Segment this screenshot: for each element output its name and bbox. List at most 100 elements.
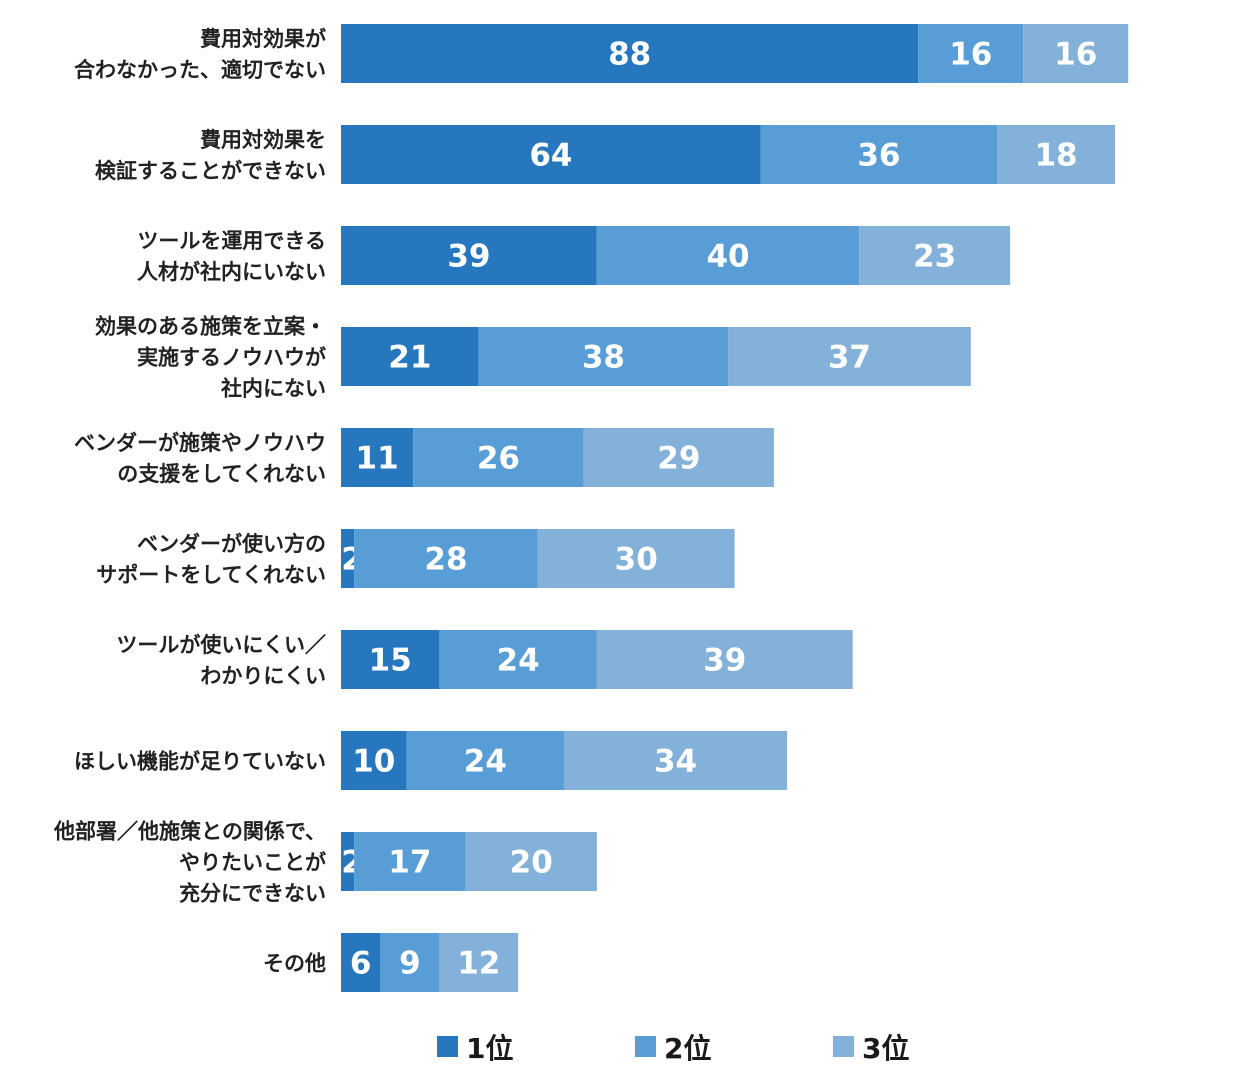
- bar-segment-rank-1: [341, 125, 761, 184]
- data-label: 20: [510, 845, 553, 881]
- bar-segment-rank-1: [341, 630, 440, 689]
- data-label: 26: [477, 441, 520, 477]
- legend-label: 1位: [466, 1032, 513, 1065]
- category-label-line: 合わなかった、適切でない: [74, 58, 326, 82]
- category-label-line: その他: [263, 952, 326, 976]
- data-label: 21: [388, 340, 431, 376]
- data-label: 38: [582, 340, 625, 376]
- legend: 1位 2位 3位: [437, 1032, 909, 1065]
- data-label: 17: [388, 845, 431, 881]
- data-label: 24: [497, 643, 540, 679]
- data-label: 10: [352, 744, 395, 780]
- category-label: ツールが使いにくい／ わかりにくい: [116, 633, 326, 688]
- bar-segment-rank-1: [341, 428, 414, 487]
- data-label: 24: [464, 744, 507, 780]
- legend-item: 1位: [437, 1032, 513, 1065]
- bar-segment-rank-3: [859, 226, 1011, 285]
- bar-segment-rank-2: [478, 327, 729, 386]
- bar-segment-rank-3: [583, 428, 774, 487]
- bar-segment-rank-1: [341, 327, 479, 386]
- bar-segment-rank-2: [760, 125, 997, 184]
- data-label: 16: [949, 37, 992, 73]
- legend-label: 2位: [664, 1032, 711, 1065]
- bar-segment-rank-2: [354, 832, 466, 891]
- data-label: 16: [1054, 37, 1097, 73]
- category-label-line: わかりにくい: [200, 664, 326, 688]
- category-label: 他部署／他施策との関係で、やりたいことが充分にできない: [53, 820, 326, 906]
- category-label-line: 他部署／他施策との関係で、: [53, 820, 326, 844]
- bar-segment-rank-3: [564, 731, 788, 790]
- data-label: 30: [615, 542, 658, 578]
- bar-segment-rank-3: [596, 630, 853, 689]
- bar-segment-rank-1: [341, 529, 355, 588]
- bar-segment-rank-3: [537, 529, 735, 588]
- category-labels-layer: 費用対効果が合わなかった、適切でない費用対効果を検証することができないツールを運…: [53, 27, 326, 976]
- bar-segment-rank-3: [439, 933, 519, 992]
- legend-swatch: [635, 1036, 656, 1057]
- category-label: ベンダーが施策やノウハウの支援をしてくれない: [74, 431, 326, 486]
- data-label: 40: [706, 239, 749, 275]
- data-label: 36: [857, 138, 900, 174]
- bar-segment-rank-1: [341, 226, 597, 285]
- bar-segment-rank-2: [413, 428, 584, 487]
- category-label-line: ほしい機能が足りていない: [74, 750, 326, 774]
- data-label: 12: [457, 946, 500, 982]
- category-label: 費用対効果が合わなかった、適切でない: [74, 27, 326, 82]
- category-label-line: 費用対効果が: [200, 27, 326, 51]
- bar-segment-rank-2: [596, 226, 860, 285]
- category-label-line: ツールを運用できる: [137, 229, 326, 253]
- category-label: ベンダーが使い方のサポートをしてくれない: [96, 532, 326, 587]
- category-label-line: サポートをしてくれない: [96, 563, 326, 587]
- data-label: 37: [828, 340, 871, 376]
- data-label: 29: [657, 441, 700, 477]
- category-label: ツールを運用できる人材が社内にいない: [137, 229, 326, 284]
- data-label: 18: [1034, 138, 1077, 174]
- bar-segment-rank-1: [341, 933, 381, 992]
- category-label: 効果のある施策を立案・実施するノウハウが社内にない: [95, 315, 326, 401]
- category-label-line: の支援をしてくれない: [117, 462, 326, 486]
- bar-segment-rank-3: [1023, 24, 1129, 83]
- category-label-line: ツールが使いにくい／: [116, 633, 326, 657]
- bar-segment-rank-2: [406, 731, 565, 790]
- bar-segment-rank-2: [439, 630, 597, 689]
- legend-label: 3位: [862, 1032, 909, 1065]
- category-label-line: ベンダーが施策やノウハウ: [74, 431, 326, 455]
- category-label-line: ベンダーが使い方の: [137, 532, 326, 556]
- category-label-line: 人材が社内にいない: [137, 260, 326, 284]
- bar-segment-rank-2: [354, 529, 538, 588]
- data-label: 39: [447, 239, 490, 275]
- category-label-line: 費用対効果を: [200, 128, 326, 152]
- bar-segment-rank-3: [465, 832, 597, 891]
- category-label: 費用対効果を検証することができない: [95, 128, 326, 183]
- bar-segment-rank-1: [341, 24, 919, 83]
- category-label-line: やりたいことが: [179, 851, 326, 875]
- bar-segment-rank-2: [918, 24, 1024, 83]
- category-label-line: 効果のある施策を立案・: [95, 315, 326, 339]
- data-label: 15: [369, 643, 412, 679]
- category-label-line: 充分にできない: [179, 882, 326, 906]
- data-label: 9: [399, 946, 421, 982]
- data-label: 88: [608, 37, 651, 73]
- category-label: ほしい機能が足りていない: [74, 750, 326, 774]
- data-label: 11: [356, 441, 399, 477]
- data-label: 28: [424, 542, 467, 578]
- legend-item: 2位: [635, 1032, 711, 1065]
- legend-swatch: [437, 1036, 458, 1057]
- data-label: 64: [529, 138, 572, 174]
- category-label: その他: [263, 952, 326, 976]
- category-label-line: 検証することができない: [95, 159, 326, 183]
- bar-segment-rank-1: [341, 832, 355, 891]
- data-label: 23: [913, 239, 956, 275]
- category-label-line: 社内にない: [220, 377, 326, 401]
- category-label-line: 実施するノウハウが: [137, 346, 326, 370]
- legend-swatch: [833, 1036, 854, 1057]
- data-label: 34: [654, 744, 697, 780]
- data-label: 6: [350, 946, 372, 982]
- bar-segment-rank-1: [341, 731, 407, 790]
- data-label: 39: [703, 643, 746, 679]
- legend-item: 3位: [833, 1032, 909, 1065]
- bar-segment-rank-3: [997, 125, 1116, 184]
- bar-segment-rank-3: [728, 327, 971, 386]
